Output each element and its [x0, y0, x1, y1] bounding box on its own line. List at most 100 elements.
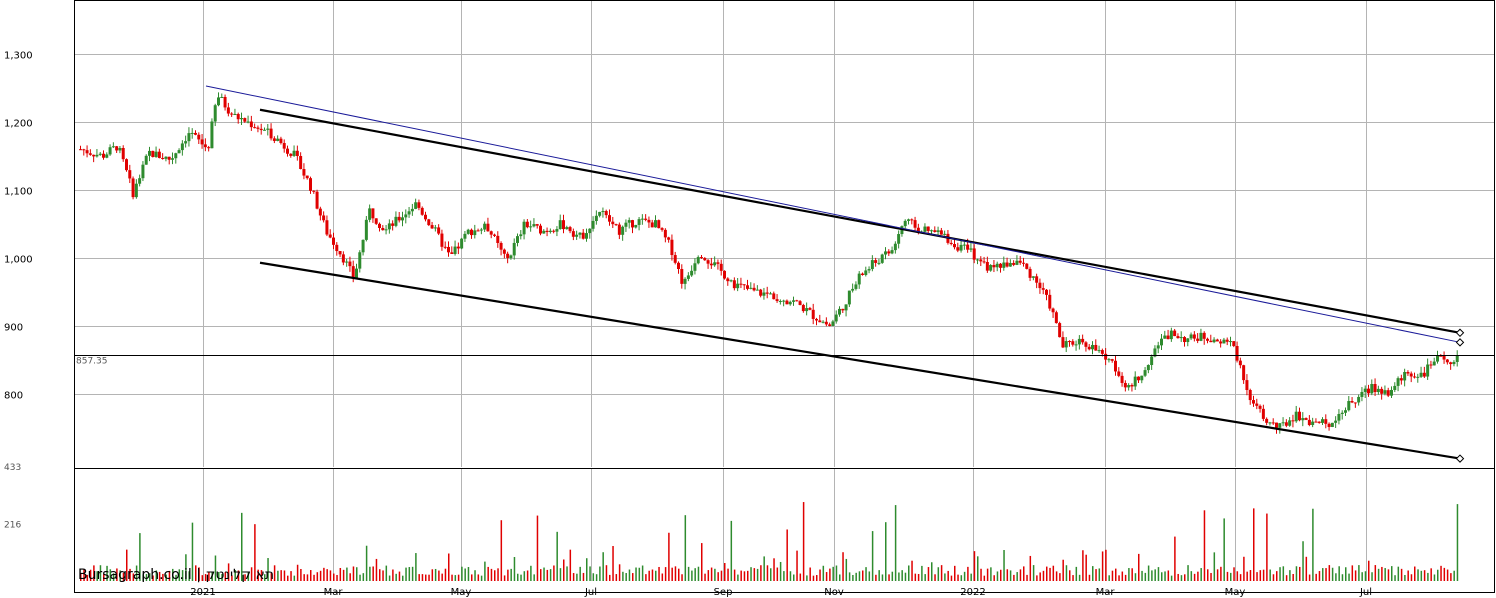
volume-bar — [563, 559, 565, 581]
volume-bar — [750, 567, 752, 581]
candle — [598, 211, 602, 218]
volume-bar — [1216, 569, 1219, 581]
candle — [604, 209, 608, 219]
candle — [157, 148, 161, 159]
candle — [539, 223, 542, 236]
volume-bar — [303, 574, 305, 581]
volume-bar — [1272, 574, 1275, 581]
volume-bar — [471, 574, 473, 581]
candle — [571, 228, 575, 241]
y-tick-label: 1,300 — [4, 51, 33, 62]
candle — [1143, 367, 1147, 378]
candle — [1176, 333, 1180, 339]
candle — [811, 303, 815, 325]
candle — [1077, 335, 1081, 350]
volume-bar — [1069, 570, 1071, 581]
volume-bar — [1456, 504, 1459, 581]
volume-bar — [549, 569, 552, 581]
volume-bar — [1177, 573, 1179, 581]
volume-bar — [181, 570, 184, 581]
volume-bar — [602, 552, 604, 581]
volume-bar — [911, 560, 913, 581]
candle — [1252, 395, 1255, 407]
candle — [1196, 333, 1200, 344]
volume-bar — [1427, 572, 1429, 581]
candle — [713, 256, 717, 267]
volume-bar — [710, 567, 713, 581]
volume-bar — [356, 567, 358, 581]
volume-bar — [1246, 571, 1248, 581]
candle — [1035, 273, 1039, 289]
candle — [522, 219, 526, 240]
candle — [437, 224, 441, 236]
candle — [88, 149, 92, 156]
volume-bar — [1098, 568, 1101, 581]
candle — [496, 231, 500, 248]
candle — [1058, 321, 1062, 338]
volume-bar — [1036, 575, 1038, 581]
volume-bar — [1085, 554, 1087, 581]
candle — [154, 146, 158, 158]
volume-bar — [1200, 568, 1202, 581]
volume-bar — [408, 567, 411, 581]
candle — [1337, 409, 1341, 425]
volume-bar — [1013, 574, 1015, 581]
candle — [765, 286, 769, 299]
volume-bar — [448, 553, 450, 581]
volume-bar — [402, 575, 404, 581]
candle — [210, 118, 214, 149]
volume-bar — [569, 549, 572, 581]
volume-bar — [1197, 571, 1199, 581]
candle — [660, 227, 664, 232]
lower-trend-line — [259, 261, 1461, 460]
candle — [502, 248, 506, 259]
candle — [378, 222, 381, 232]
volume-bar — [878, 570, 880, 581]
candle — [1298, 407, 1301, 422]
volume-bar — [349, 573, 351, 581]
volume-bar — [1190, 571, 1193, 581]
candle — [309, 176, 312, 194]
candle — [1314, 418, 1318, 423]
volume-bar — [763, 556, 765, 581]
candle — [808, 306, 812, 311]
candle — [420, 206, 424, 216]
volume-bar — [451, 574, 453, 581]
volume-bar — [83, 569, 85, 581]
volume-bar — [428, 574, 430, 581]
volume-bar — [1154, 569, 1156, 581]
candle — [910, 218, 914, 225]
candle — [1018, 255, 1022, 265]
volume-bar — [441, 573, 443, 581]
volume-bar — [385, 565, 388, 581]
volume-bar — [178, 569, 181, 581]
candle — [992, 259, 996, 273]
candle — [118, 146, 122, 154]
candle — [1383, 385, 1387, 396]
candle — [759, 288, 763, 298]
candle — [332, 232, 335, 250]
volume-bar — [1151, 570, 1153, 581]
volume-bar — [898, 572, 900, 581]
volume-bar — [188, 571, 190, 581]
volume-bar — [753, 568, 756, 581]
candle — [640, 214, 644, 225]
volume-bar — [1184, 574, 1186, 581]
candle — [670, 234, 674, 261]
candle — [519, 230, 523, 240]
volume-bar — [622, 571, 624, 581]
candle — [276, 135, 280, 142]
volume-bar — [267, 558, 269, 581]
volume-bar — [415, 553, 417, 581]
candle — [105, 152, 109, 159]
candle — [657, 219, 661, 229]
candle — [108, 144, 112, 156]
volume-bar — [536, 515, 539, 581]
candle — [338, 251, 342, 258]
volume-bar — [1295, 566, 1298, 581]
candle — [755, 285, 759, 291]
candle — [1452, 360, 1456, 367]
volume-bar — [678, 568, 680, 581]
candle — [696, 255, 700, 265]
volume-bar — [1059, 573, 1061, 581]
